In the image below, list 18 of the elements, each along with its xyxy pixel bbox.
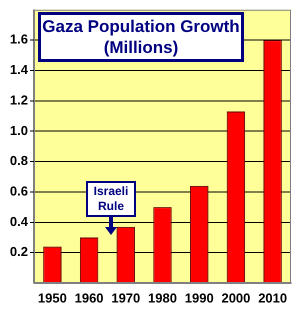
- y-tick-label: 1.0: [10, 122, 28, 138]
- x-tick-label: 1990: [184, 290, 214, 306]
- y-tick-label: 1.2: [10, 92, 28, 108]
- x-tick-label: 1970: [111, 290, 140, 306]
- x-tick-label: 2010: [258, 290, 288, 306]
- annotation: Israeli Rule: [86, 181, 136, 217]
- x-tick-label: 1960: [74, 290, 104, 306]
- x-tick-label: 2000: [221, 290, 250, 306]
- y-tick-label: 1.4: [10, 62, 29, 78]
- y-tick-label: 1.6: [10, 32, 28, 47]
- text: (Millions): [102, 37, 180, 58]
- y-tick-label: 0.4: [10, 214, 29, 229]
- x-tick-label: 1950: [38, 290, 67, 306]
- x-tick-label: 1980: [148, 290, 177, 306]
- y-tick-label: 0.2: [10, 244, 28, 260]
- chart-title: Gaza Population Growth: [41, 16, 241, 37]
- y-tick-label: 0.6: [10, 184, 28, 199]
- y-tick-label: 0.8: [10, 153, 28, 168]
